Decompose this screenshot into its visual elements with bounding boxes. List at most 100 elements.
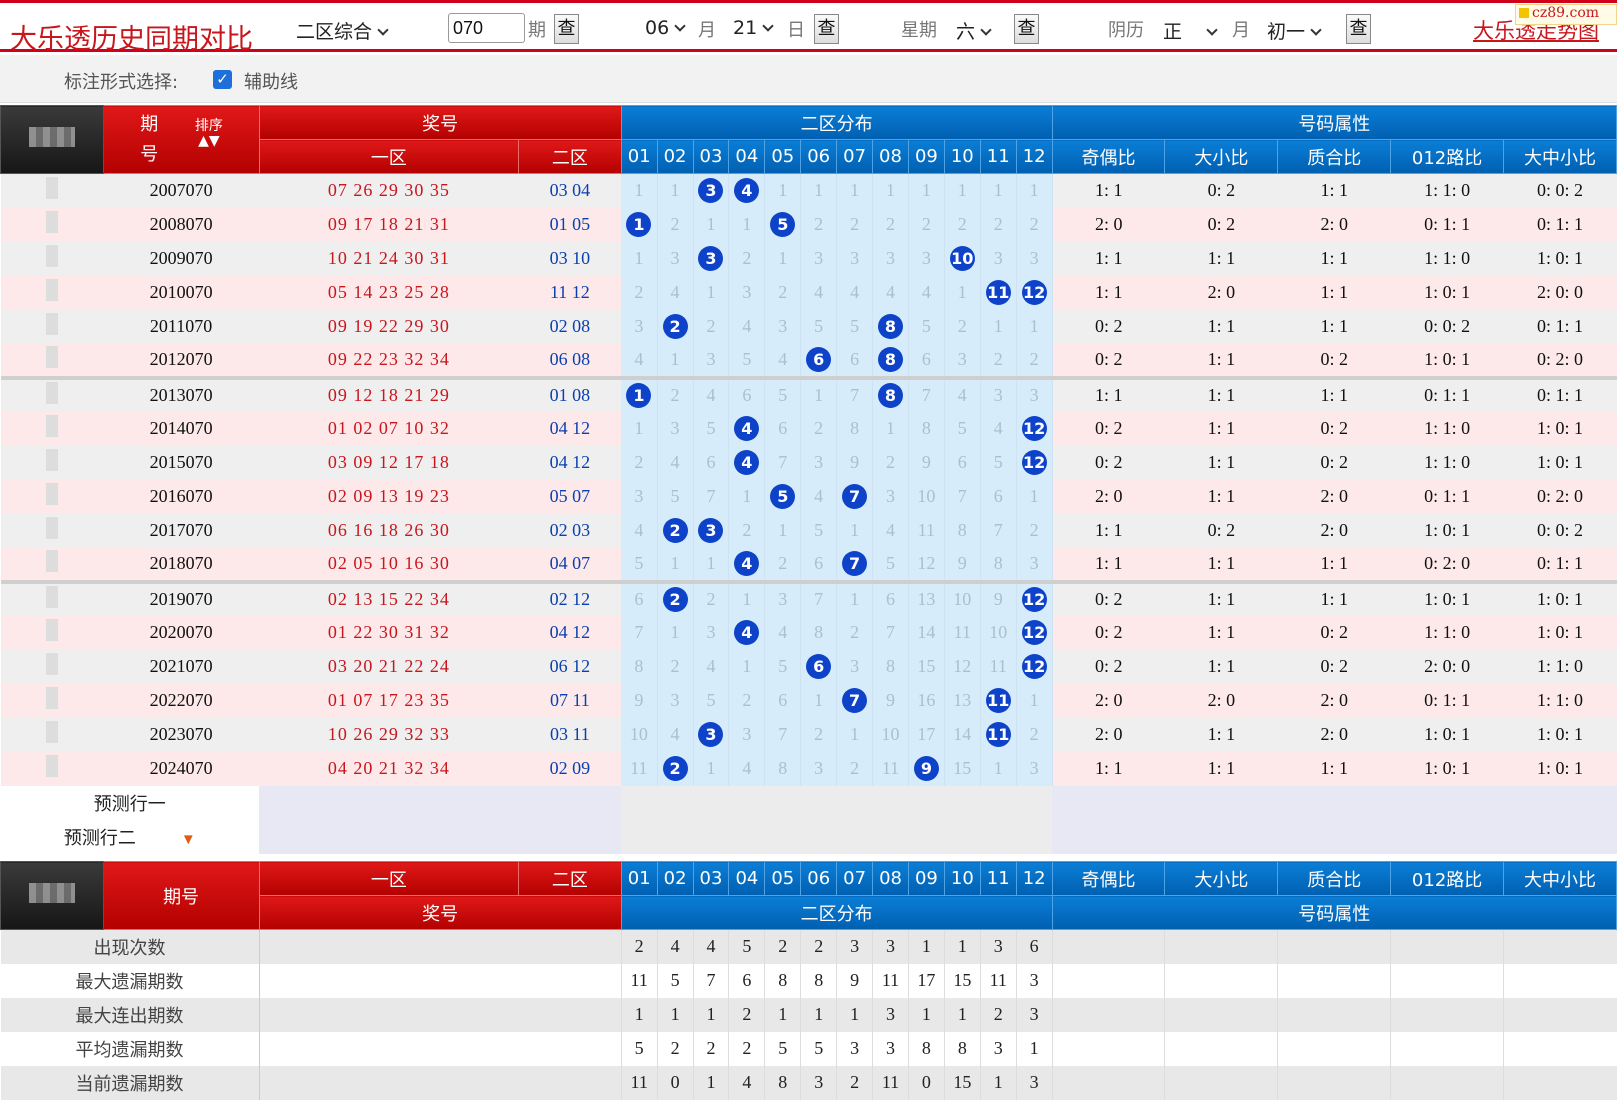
predict-dist-cell[interactable] bbox=[728, 819, 765, 854]
lunar-month-select[interactable]: 正 bbox=[1163, 17, 1218, 44]
dist-cell: 6 bbox=[800, 343, 838, 378]
predict-dist-cell[interactable] bbox=[836, 785, 873, 820]
table-row: 2013070 09 12 18 21 29 01 08 1 2 4 6 5 1 7 8 7 4 3 3 1:… bbox=[0, 375, 1617, 412]
period-header[interactable]: 期号 排序 ▲▼ bbox=[102, 105, 260, 174]
hit-ball: 12 bbox=[1021, 587, 1047, 612]
stat-attr-empty bbox=[1277, 1031, 1391, 1066]
predict-dist-cell[interactable] bbox=[728, 785, 765, 820]
predict-dist-cell[interactable] bbox=[908, 785, 945, 820]
period-cell: 2017070 bbox=[103, 513, 260, 548]
predict-input-cell[interactable] bbox=[259, 819, 622, 854]
zone2-numbers: 02 12 bbox=[518, 579, 622, 616]
predict-input-cell[interactable] bbox=[259, 785, 622, 820]
attr-cell: 2: 0 bbox=[1052, 717, 1165, 752]
mode-select[interactable]: 二区综合 bbox=[296, 17, 389, 44]
stat-label: 最大遗漏期数 bbox=[0, 963, 260, 998]
dist-cell: 10 bbox=[944, 579, 981, 616]
query-period-button[interactable]: 查 bbox=[554, 14, 579, 44]
day-select[interactable]: 21 bbox=[733, 17, 774, 39]
dist-cell: 12 bbox=[908, 547, 945, 582]
arrow-down-icon[interactable]: ▼ bbox=[180, 831, 196, 848]
number-col-header: 04 bbox=[728, 139, 766, 174]
dist-cell: 2 bbox=[657, 207, 694, 242]
attr-cell: 1: 1 bbox=[1164, 479, 1278, 514]
dist-cell: 3 bbox=[944, 343, 981, 378]
predict-dist-cell[interactable] bbox=[693, 785, 729, 820]
hit-ball: 4 bbox=[734, 178, 760, 204]
stat-value: 1 bbox=[620, 997, 658, 1032]
predict-dist-cell[interactable] bbox=[872, 785, 909, 820]
dist-cell: 1 bbox=[872, 411, 909, 446]
dist-cell: 1 bbox=[728, 649, 766, 684]
attr-cell: 1: 0: 1 bbox=[1503, 717, 1617, 752]
hit-ball: 12 bbox=[1021, 280, 1047, 305]
period-cell: 2024070 bbox=[103, 751, 260, 786]
stat-value: 1 bbox=[656, 997, 694, 1032]
zone2-numbers: 03 04 bbox=[518, 173, 622, 208]
stat-value: 3 bbox=[872, 929, 909, 964]
predict-dist-cell[interactable] bbox=[944, 785, 981, 820]
predict-row-label: 预测行二 ▼ bbox=[0, 819, 260, 854]
predict-dist-cell[interactable] bbox=[693, 819, 729, 854]
predict-dist-cell[interactable] bbox=[836, 819, 873, 854]
sort-button[interactable]: 排序 ▲▼ bbox=[194, 117, 223, 149]
dist-cell: 3 bbox=[693, 173, 730, 208]
dist-cell: 1 bbox=[764, 241, 802, 276]
guide-line-checkbox[interactable]: ✓ bbox=[213, 70, 232, 89]
query-week-button[interactable]: 查 bbox=[1014, 14, 1039, 44]
row-indicator bbox=[0, 309, 104, 344]
month-select[interactable]: 06 bbox=[645, 17, 686, 39]
lunar-day-select[interactable]: 初一 bbox=[1267, 17, 1322, 44]
dist-cell: 3 bbox=[764, 579, 802, 616]
attr-cell: 0: 1: 1 bbox=[1390, 375, 1504, 412]
predict-dist-cell[interactable] bbox=[800, 785, 837, 820]
zone1-numbers: 01 07 17 23 35 bbox=[259, 683, 519, 718]
dist-cell: 2 bbox=[836, 207, 874, 242]
dist-cell: 2 bbox=[944, 309, 981, 344]
attr-cell: 0: 1: 1 bbox=[1390, 683, 1504, 718]
row-indicator bbox=[0, 375, 104, 412]
predict-dist-cell[interactable] bbox=[657, 819, 693, 854]
predict-dist-cell[interactable] bbox=[764, 819, 801, 854]
predict-dist-cell[interactable] bbox=[621, 819, 658, 854]
predict-dist-cell[interactable] bbox=[621, 785, 658, 820]
predict-dist-cell[interactable] bbox=[872, 819, 909, 854]
attr-cell: 0: 2 bbox=[1052, 445, 1165, 480]
attr-col-footer: 012路比 bbox=[1390, 861, 1505, 896]
predict-dist-cell[interactable] bbox=[657, 785, 693, 820]
stat-value: 2 bbox=[836, 1065, 873, 1100]
attr-cell: 1: 1 bbox=[1052, 275, 1165, 310]
zone1-numbers: 06 16 18 26 30 bbox=[259, 513, 519, 548]
predict-dist-cell[interactable] bbox=[980, 785, 1017, 820]
attr-cell: 1: 1 bbox=[1277, 309, 1391, 344]
table-row: 2015070 03 09 12 17 18 04 12 2 4 6 4 7 3 9 2 9 6 5 12 0… bbox=[0, 445, 1617, 480]
dist-cell: 3 bbox=[908, 241, 945, 276]
predict-dist-cell[interactable] bbox=[908, 819, 945, 854]
row-indicator bbox=[0, 343, 104, 378]
week-select[interactable]: 六 bbox=[956, 17, 992, 44]
attr-cell: 0: 2 bbox=[1052, 649, 1165, 684]
hit-ball: 8 bbox=[877, 347, 903, 372]
dist-cell: 2 bbox=[1016, 513, 1053, 548]
attr-cell: 1: 1 bbox=[1164, 579, 1278, 616]
stat-value: 2 bbox=[800, 929, 837, 964]
number-col-header: 11 bbox=[979, 139, 1017, 174]
attr-cell: 0: 2 bbox=[1052, 309, 1165, 344]
predict-dist-cell[interactable] bbox=[1016, 785, 1053, 820]
predict-dist-cell[interactable] bbox=[1016, 819, 1053, 854]
predict-dist-cell[interactable] bbox=[764, 785, 801, 820]
period-input[interactable] bbox=[448, 13, 525, 43]
number-col-footer: 02 bbox=[656, 861, 694, 896]
predict-dist-cell[interactable] bbox=[800, 819, 837, 854]
blurred-logo bbox=[28, 883, 75, 903]
dist-cell: 4 bbox=[621, 343, 658, 378]
predict-dist-cell[interactable] bbox=[980, 819, 1017, 854]
predict-dist-cell[interactable] bbox=[944, 819, 981, 854]
dist-cell: 3 bbox=[800, 445, 838, 480]
row-marker bbox=[45, 687, 58, 709]
query-date-button[interactable]: 查 bbox=[814, 14, 839, 44]
period-cell: 2007070 bbox=[103, 173, 260, 208]
dist-cell: 1 bbox=[800, 375, 838, 412]
query-lunar-button[interactable]: 查 bbox=[1346, 14, 1371, 44]
dist-cell: 4 bbox=[728, 751, 766, 786]
